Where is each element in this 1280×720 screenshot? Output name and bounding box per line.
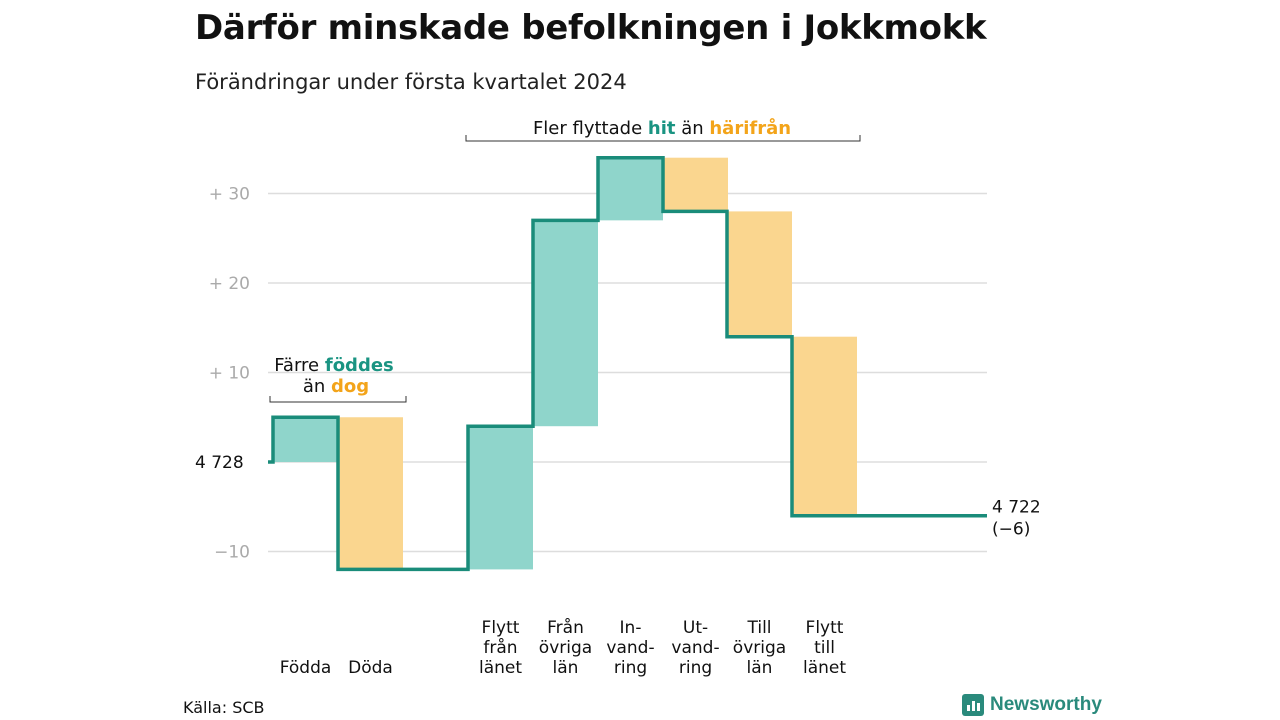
start-value-label: 4 728	[195, 453, 244, 473]
category-label: Från	[547, 617, 584, 638]
category-label: övriga	[733, 638, 786, 658]
category-label: Till	[746, 618, 771, 638]
y-tick-label: −10	[214, 543, 250, 563]
category-label: ring	[679, 658, 712, 678]
brand-logo: Newsworthy	[962, 694, 1102, 716]
y-tick-label: + 30	[209, 185, 250, 205]
annotation-births-line2: än dog	[303, 376, 369, 397]
chart-subtitle: Förändringar under första kvartalet 2024	[195, 70, 627, 94]
end-change-label: (−6)	[992, 520, 1030, 540]
annotation-births-line1: Färre föddes	[274, 355, 394, 376]
annotation-migration-bracket	[465, 135, 861, 142]
bar-7	[792, 336, 857, 516]
category-label: ring	[614, 658, 647, 678]
bar-0	[274, 417, 338, 462]
bar-1	[338, 417, 403, 570]
source-note: Källa: SCB	[183, 698, 265, 717]
bar-2	[468, 426, 533, 570]
category-label: Döda	[348, 658, 393, 678]
category-label: länet	[479, 658, 522, 678]
chart-logo-icon	[962, 694, 984, 716]
category-label: län	[747, 658, 773, 678]
category-label: Ut-	[683, 618, 708, 638]
category-label: vand-	[606, 638, 654, 658]
bar-4	[598, 157, 663, 221]
category-label: Födda	[280, 658, 332, 678]
bar-5	[663, 157, 728, 212]
category-label: från	[483, 637, 517, 658]
category-label: Flytt	[482, 618, 520, 638]
category-label: län	[553, 658, 579, 678]
y-tick-label: + 20	[209, 274, 250, 294]
bar-3	[533, 220, 598, 427]
brand-name: Newsworthy	[990, 694, 1102, 715]
bar-6	[727, 211, 792, 337]
y-tick-label: + 10	[209, 364, 250, 384]
annotation-migration: Fler flyttade hit än härifrån	[533, 117, 791, 139]
category-label: Flytt	[806, 618, 844, 638]
category-label: övriga	[539, 638, 592, 658]
end-value-label: 4 722	[992, 498, 1041, 518]
category-label: till	[814, 638, 835, 658]
annotation-births-bracket	[269, 396, 407, 403]
chart-title: Därför minskade befolkningen i Jokkmokk	[195, 8, 987, 48]
category-label: In-	[620, 618, 642, 638]
category-label: vand-	[671, 638, 719, 658]
category-label: länet	[803, 658, 846, 678]
step-line	[268, 155, 987, 572]
